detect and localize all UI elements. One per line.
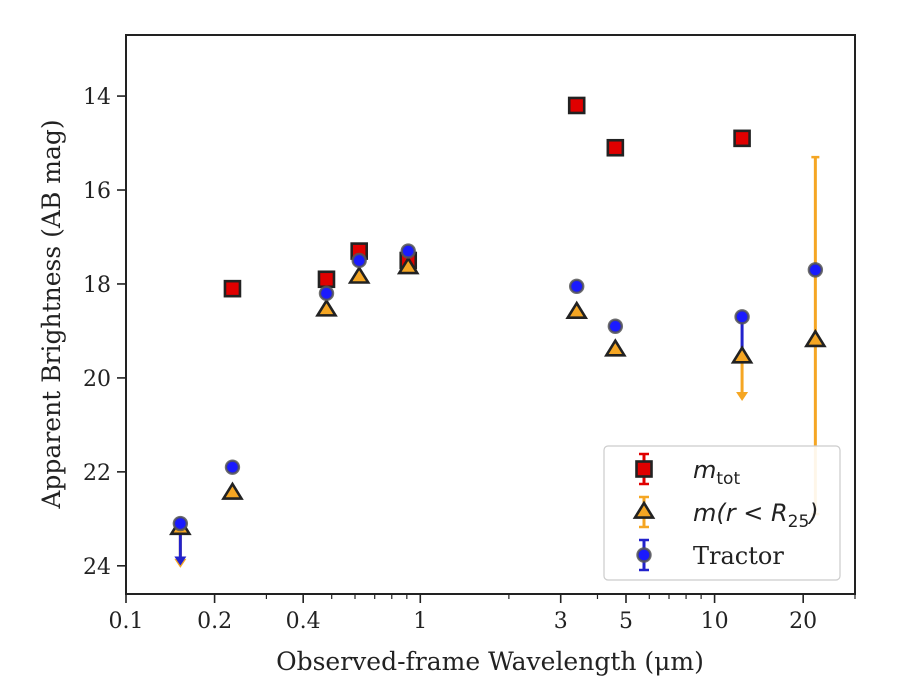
data-point <box>318 285 335 302</box>
data-point <box>565 300 589 320</box>
legend-label: m(r < R25) <box>693 499 819 532</box>
y-tick-label: 14 <box>83 85 111 110</box>
data-point <box>632 500 656 519</box>
data-point <box>804 328 827 348</box>
data-point <box>400 243 416 259</box>
legend-label: mtot <box>693 456 740 489</box>
x-tick-label: 20 <box>789 609 817 634</box>
data-point <box>221 481 244 500</box>
axis-ticks: 0.1 0.2 0.4 1 3 5 10 20 14 16 18 20 22 24 <box>83 85 856 634</box>
data-point <box>606 138 625 157</box>
x-tick-label: 0.1 <box>109 609 144 634</box>
legend: mtot m(r < R25) Tractor <box>603 445 841 581</box>
data-point <box>636 547 652 563</box>
data-point <box>315 298 338 317</box>
data-point <box>734 309 750 325</box>
data-point <box>635 460 653 478</box>
y-tick-label: 22 <box>83 461 111 486</box>
data-point <box>604 338 627 357</box>
x-tick-label: 1 <box>413 609 427 634</box>
x-tick-label: 10 <box>701 609 729 634</box>
data-point <box>224 459 241 475</box>
legend-box <box>603 445 841 581</box>
plot-frame <box>125 34 856 595</box>
data-point <box>223 279 242 298</box>
y-tick-label: 20 <box>83 367 111 392</box>
data-point <box>172 515 189 532</box>
data-point <box>607 318 624 334</box>
data-point <box>733 129 751 148</box>
data-point <box>396 256 420 275</box>
data-point <box>317 270 336 289</box>
y-axis-label: Apparent Brightness (AB mag) <box>37 119 66 509</box>
data-point <box>807 262 824 278</box>
y-tick-label: 24 <box>83 555 111 580</box>
plot-area <box>169 96 827 568</box>
x-tick-label: 5 <box>619 609 633 634</box>
x-tick-label: 3 <box>554 609 568 634</box>
data-point <box>569 278 585 295</box>
data-point <box>347 265 371 284</box>
data-point <box>567 96 586 115</box>
data-point <box>730 345 754 364</box>
upper-limit-arrow <box>174 556 187 566</box>
x-tick-label: 0.4 <box>286 609 321 634</box>
upper-limit-arrow <box>736 392 749 402</box>
x-tick-label: 0.2 <box>197 609 232 634</box>
y-tick-label: 18 <box>83 273 111 298</box>
x-axis-label: Observed-frame Wavelength (μm) <box>276 647 704 676</box>
y-tick-label: 16 <box>83 179 111 204</box>
data-point <box>351 252 367 269</box>
legend-label: Tractor <box>693 542 784 570</box>
